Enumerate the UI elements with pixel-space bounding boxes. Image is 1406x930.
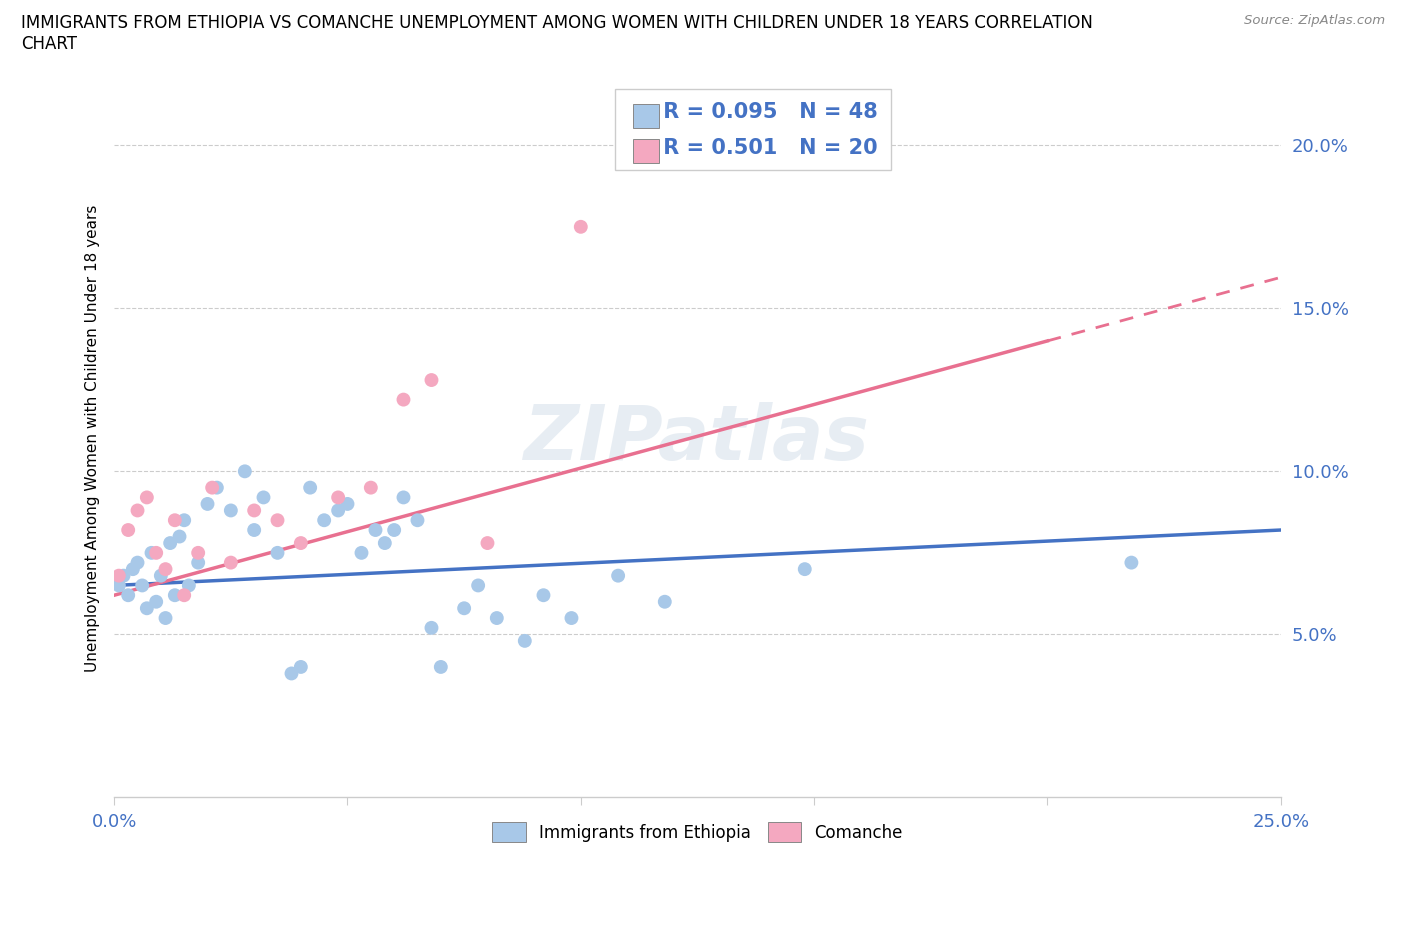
Point [420, 620, 443, 635]
Point [374, 536, 396, 551]
Point [654, 594, 676, 609]
Text: ZIPatlas: ZIPatlas [524, 402, 870, 476]
Point [169, 529, 191, 544]
Point [149, 568, 172, 583]
Point [406, 512, 429, 527]
Point [117, 523, 139, 538]
Text: R = 0.095   N = 48
     R = 0.501   N = 20: R = 0.095 N = 48 R = 0.501 N = 20 [627, 101, 879, 157]
Point [197, 497, 219, 512]
Point [485, 611, 508, 626]
Point [243, 503, 266, 518]
Point [155, 562, 177, 577]
Point [793, 562, 815, 577]
Point [145, 594, 167, 609]
Point [173, 588, 195, 603]
Point [392, 490, 415, 505]
Point [127, 503, 149, 518]
Point [364, 523, 387, 538]
Point [467, 578, 489, 593]
Point [121, 562, 143, 577]
Point [328, 490, 350, 505]
Point [127, 555, 149, 570]
Point [280, 666, 302, 681]
Legend: Immigrants from Ethiopia, Comanche: Immigrants from Ethiopia, Comanche [484, 814, 911, 850]
Point [219, 555, 242, 570]
Point [328, 503, 350, 518]
Point [233, 464, 256, 479]
Point [350, 545, 373, 560]
Point [336, 497, 359, 512]
Point [131, 578, 153, 593]
Point [392, 392, 415, 407]
Point [163, 588, 186, 603]
Point [108, 578, 131, 593]
FancyBboxPatch shape [633, 139, 659, 164]
Point [560, 611, 582, 626]
Point [173, 512, 195, 527]
Point [299, 480, 322, 495]
Point [163, 512, 186, 527]
Point [187, 555, 209, 570]
Point [145, 545, 167, 560]
Point [314, 512, 336, 527]
Point [135, 601, 157, 616]
Point [219, 503, 242, 518]
Point [607, 568, 630, 583]
Point [187, 545, 209, 560]
Point [117, 588, 139, 603]
Point [243, 523, 266, 538]
FancyBboxPatch shape [633, 104, 659, 128]
Point [252, 490, 274, 505]
Point [513, 633, 536, 648]
Point [177, 578, 200, 593]
Point [266, 545, 288, 560]
Y-axis label: Unemployment Among Women with Children Under 18 years: Unemployment Among Women with Children U… [86, 205, 100, 672]
Point [201, 480, 224, 495]
Point [360, 480, 382, 495]
Point [135, 490, 157, 505]
Point [159, 536, 181, 551]
Point [382, 523, 405, 538]
Point [1121, 555, 1143, 570]
Point [108, 568, 131, 583]
Point [205, 480, 228, 495]
Point [290, 536, 312, 551]
Point [141, 545, 163, 560]
Text: CHART: CHART [21, 35, 77, 53]
Point [533, 588, 555, 603]
Point [155, 611, 177, 626]
Text: Source: ZipAtlas.com: Source: ZipAtlas.com [1244, 14, 1385, 27]
Point [420, 373, 443, 388]
Point [290, 659, 312, 674]
Text: IMMIGRANTS FROM ETHIOPIA VS COMANCHE UNEMPLOYMENT AMONG WOMEN WITH CHILDREN UNDE: IMMIGRANTS FROM ETHIOPIA VS COMANCHE UNE… [21, 14, 1092, 32]
Point [266, 512, 288, 527]
Point [569, 219, 592, 234]
Point [453, 601, 475, 616]
Point [430, 659, 453, 674]
Point [112, 568, 135, 583]
Point [477, 536, 499, 551]
